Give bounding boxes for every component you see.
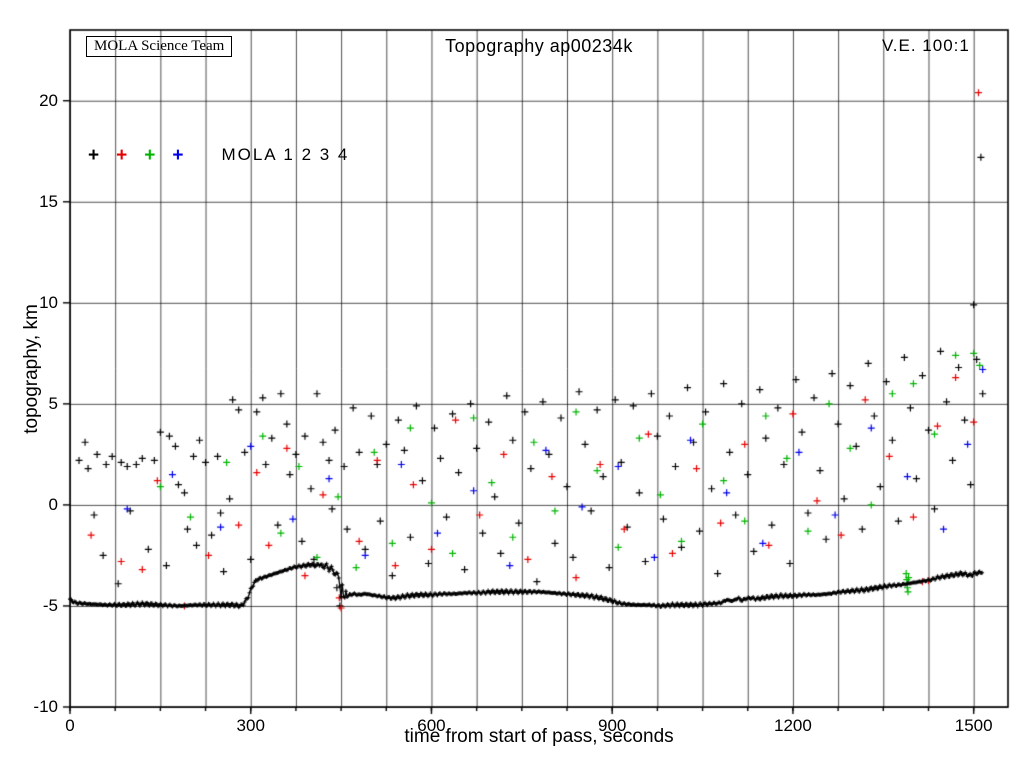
legend-marker-mola-2: + <box>116 144 128 166</box>
x-tick-label: 900 <box>598 716 627 735</box>
vertical-exaggeration-label: V.E. 100:1 <box>882 36 970 55</box>
y-tick-label: 15 <box>39 191 58 211</box>
x-tick-label: 0 <box>65 716 75 735</box>
x-tick-label: 1200 <box>774 716 812 735</box>
y-axis-label: topography, km <box>21 304 42 434</box>
legend-marker-mola-1: + <box>88 144 100 166</box>
legend-marker-mola-4: + <box>172 144 184 166</box>
y-tick-label: 10 <box>39 292 58 312</box>
credit-label: MOLA Science Team <box>94 38 225 54</box>
y-tick-label: -10 <box>33 697 58 716</box>
y-tick-label: 5 <box>48 393 58 413</box>
legend-markers: + + + + <box>88 146 200 165</box>
legend-label: MOLA 1 2 3 4 <box>221 145 350 164</box>
page-title: Topography ap00234k <box>445 36 633 56</box>
x-axis-label: time from start of pass, seconds <box>404 726 674 747</box>
x-tick-label: 300 <box>236 716 265 735</box>
y-tick-label: 0 <box>48 494 58 514</box>
legend-marker-mola-3: + <box>144 144 156 166</box>
y-tick-label: 20 <box>39 90 58 110</box>
y-tick-label: -5 <box>42 595 58 615</box>
x-tick-label: 600 <box>417 716 446 735</box>
x-tick-label: 1500 <box>954 716 993 735</box>
legend: + + + + MOLA 1 2 3 4 <box>88 145 349 165</box>
credit-box: MOLA Science Team <box>86 36 233 57</box>
